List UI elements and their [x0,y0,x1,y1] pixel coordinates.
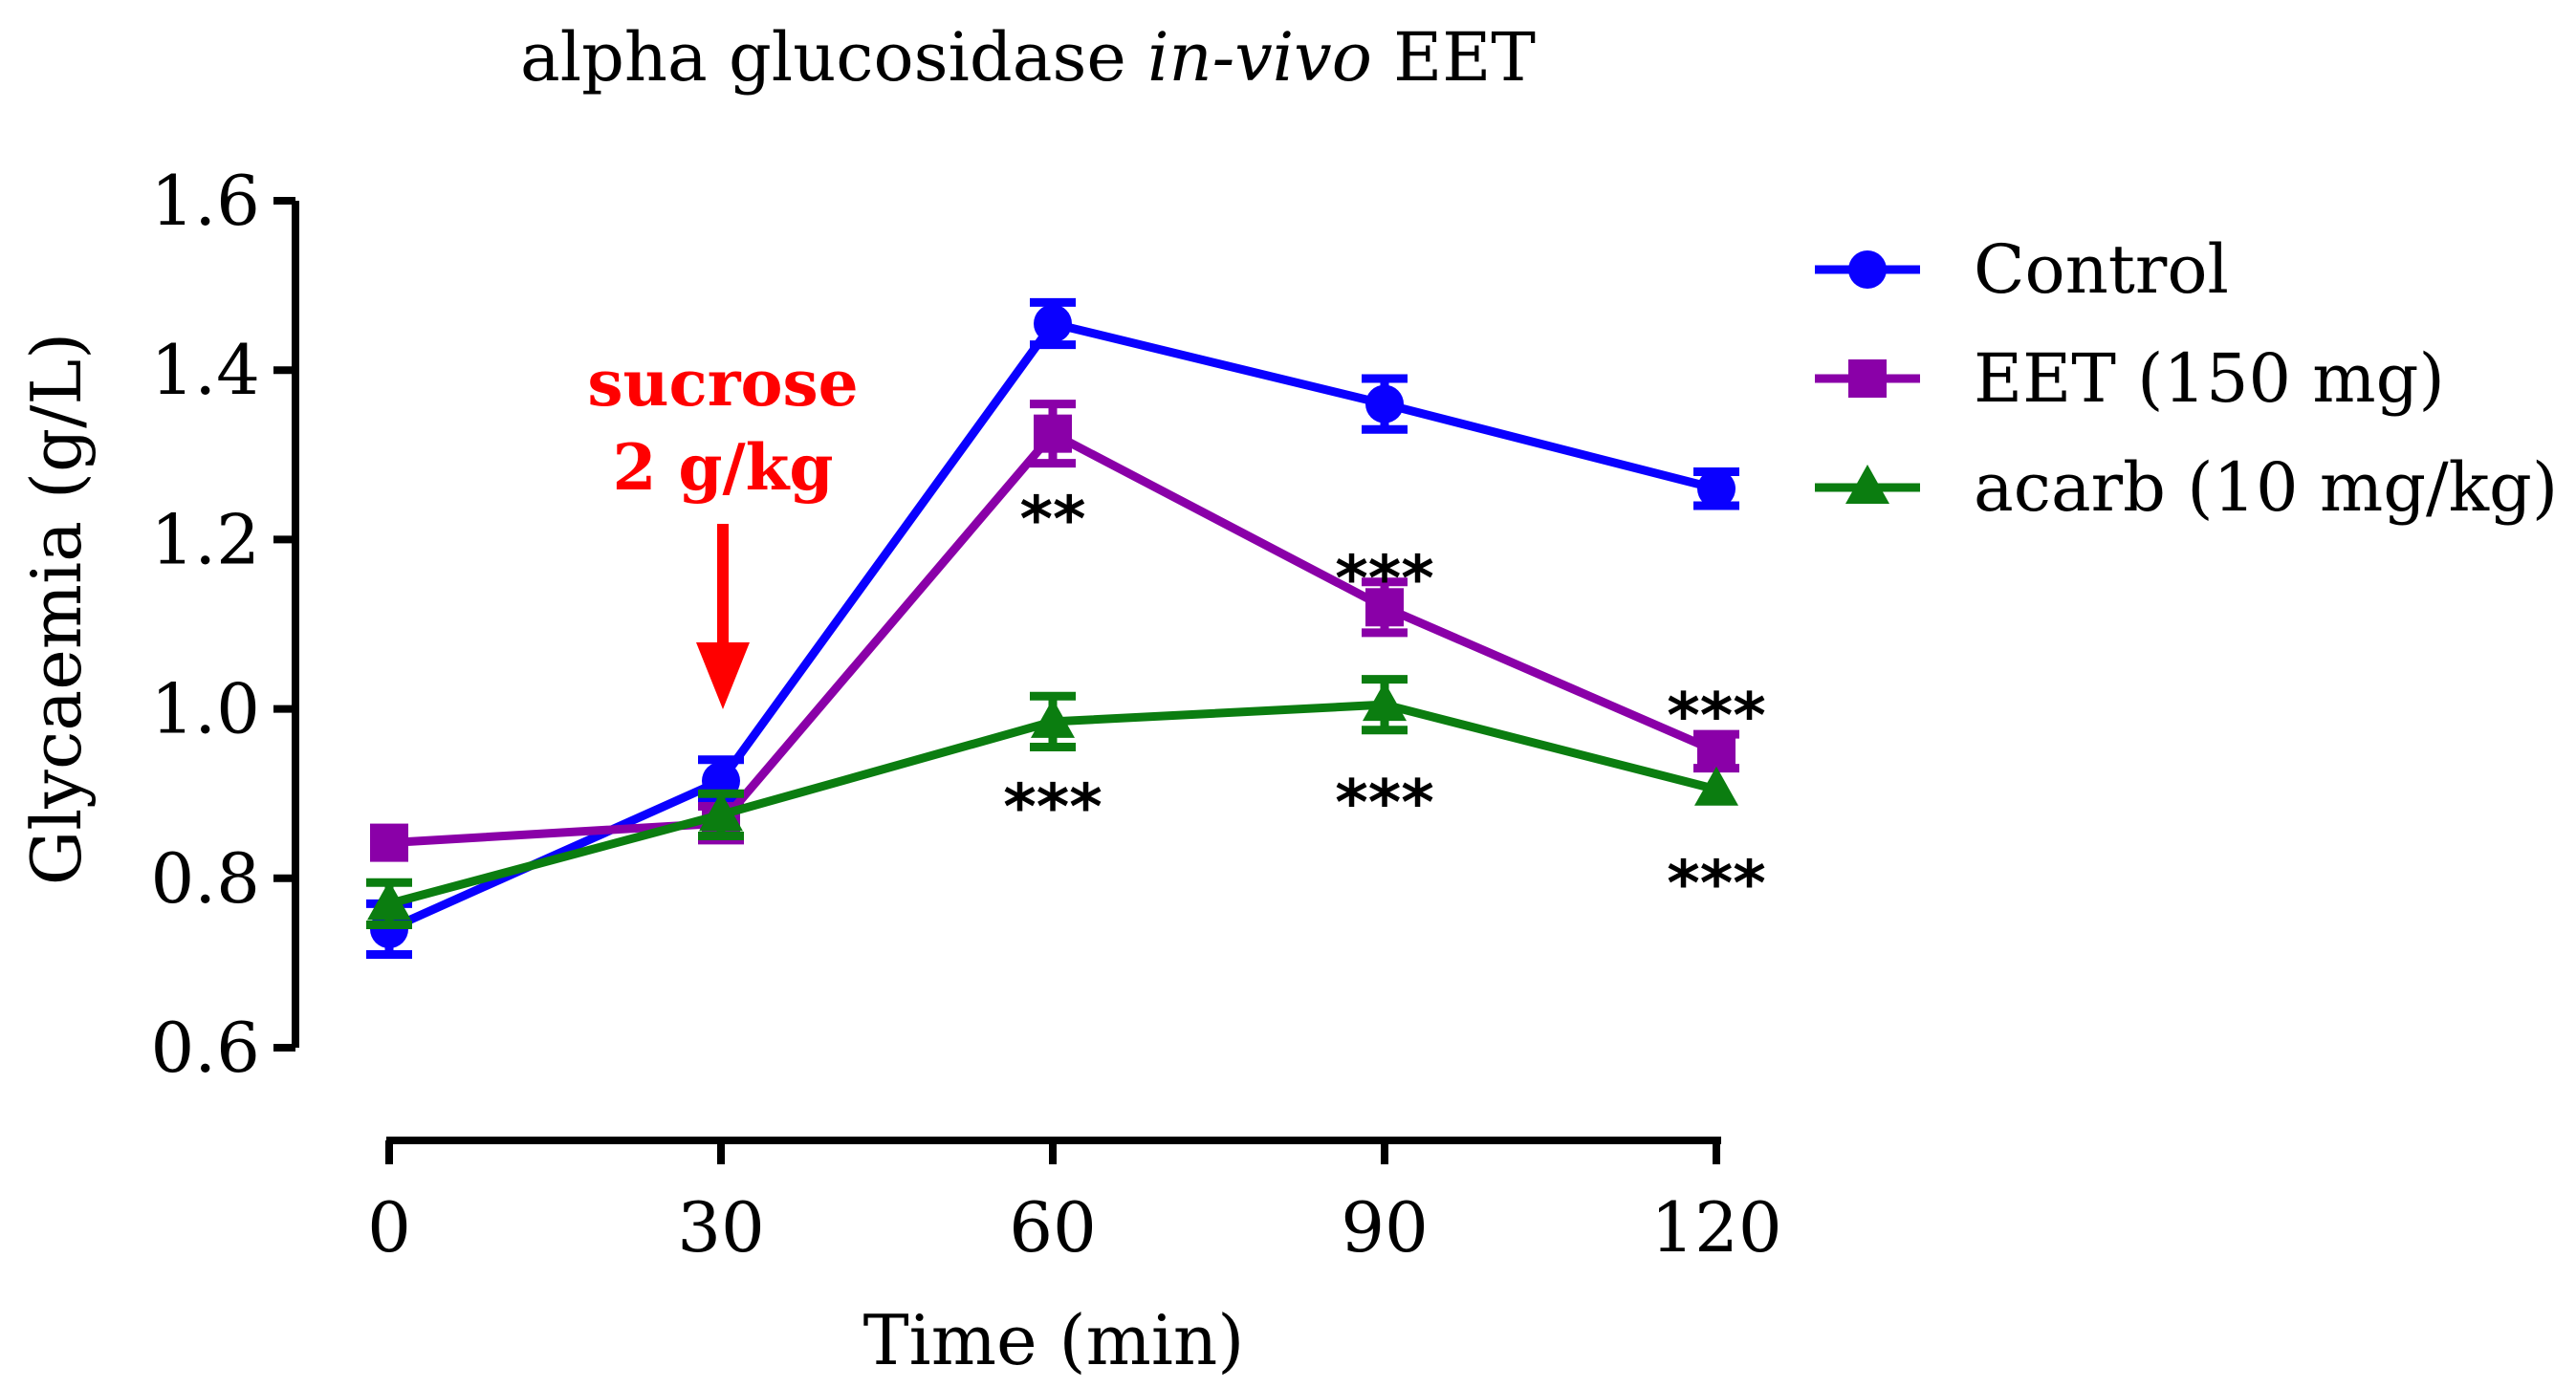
x-tick-label: 30 [677,1187,765,1268]
y-tick-label: 0.8 [150,838,260,919]
y-tick-label: 1.4 [150,330,260,410]
legend-item: EET (150 mg) [1815,339,2445,418]
legend-label: acarb (10 mg/kg) [1974,448,2558,527]
legend-label: Control [1974,230,2229,309]
y-axis-label: Glycaemia (g/L) [16,333,97,886]
data-point [1365,384,1404,423]
legend: Control EET (150 mg) acarb (10 mg/kg) [1815,230,2558,527]
x-ticks: 0 30 60 90 120 [367,1140,1782,1268]
legend-label: EET (150 mg) [1974,339,2445,418]
chart-title: alpha glucosidase in-vivo EET [520,18,1536,97]
significance-label: *** [1667,847,1766,921]
chart-title-prefix: alpha glucosidase [520,18,1147,97]
x-tick-label: 0 [367,1187,411,1268]
data-point [1694,766,1738,806]
series-triangle [366,675,1738,930]
chart-title-italic: in-vivo [1147,18,1372,97]
significance-layer: *********** ****** [1003,483,1766,921]
data-point [699,792,743,832]
data-point [1697,469,1736,509]
annotation-line2: 2 g/kg [612,430,833,505]
data-point [1031,698,1075,738]
significance-label: ** [1019,483,1085,556]
x-tick-label: 90 [1341,1187,1429,1268]
legend-item: acarb (10 mg/kg) [1815,448,2558,527]
y-ticks: 0.6 0.8 1.0 1.2 1.4 1.6 [150,161,295,1088]
annotation-arrow-head [696,642,750,709]
data-point [370,823,408,862]
x-tick-label: 120 [1650,1187,1781,1268]
data-point [1697,731,1736,770]
data-point [1365,588,1404,627]
significance-label: *** [1335,542,1434,616]
data-point [1034,304,1072,343]
chart-title-suffix: EET [1372,18,1536,97]
axes [292,201,1721,1144]
data-point [367,880,411,921]
legend-marker [1848,250,1887,289]
x-tick-label: 60 [1009,1187,1097,1268]
legend-item: Control [1815,230,2229,309]
y-tick-label: 1.0 [150,669,260,749]
legend-marker [1848,359,1887,398]
annotation-line1: sucrose [587,346,858,421]
series-square [370,400,1739,862]
significance-label: *** [1667,679,1766,752]
legend-marker [1845,465,1889,504]
series-layer [366,297,1739,960]
data-point [1363,682,1407,722]
sucrose-annotation: sucrose 2 g/kg [587,346,859,709]
y-tick-label: 0.6 [150,1008,260,1088]
x-axis-label: Time (min) [863,1300,1245,1380]
significance-label: *** [1003,770,1102,844]
y-tick-label: 1.2 [150,499,260,579]
data-point [1034,414,1072,453]
significance-label: *** [1335,767,1434,840]
y-tick-label: 1.6 [150,161,260,241]
